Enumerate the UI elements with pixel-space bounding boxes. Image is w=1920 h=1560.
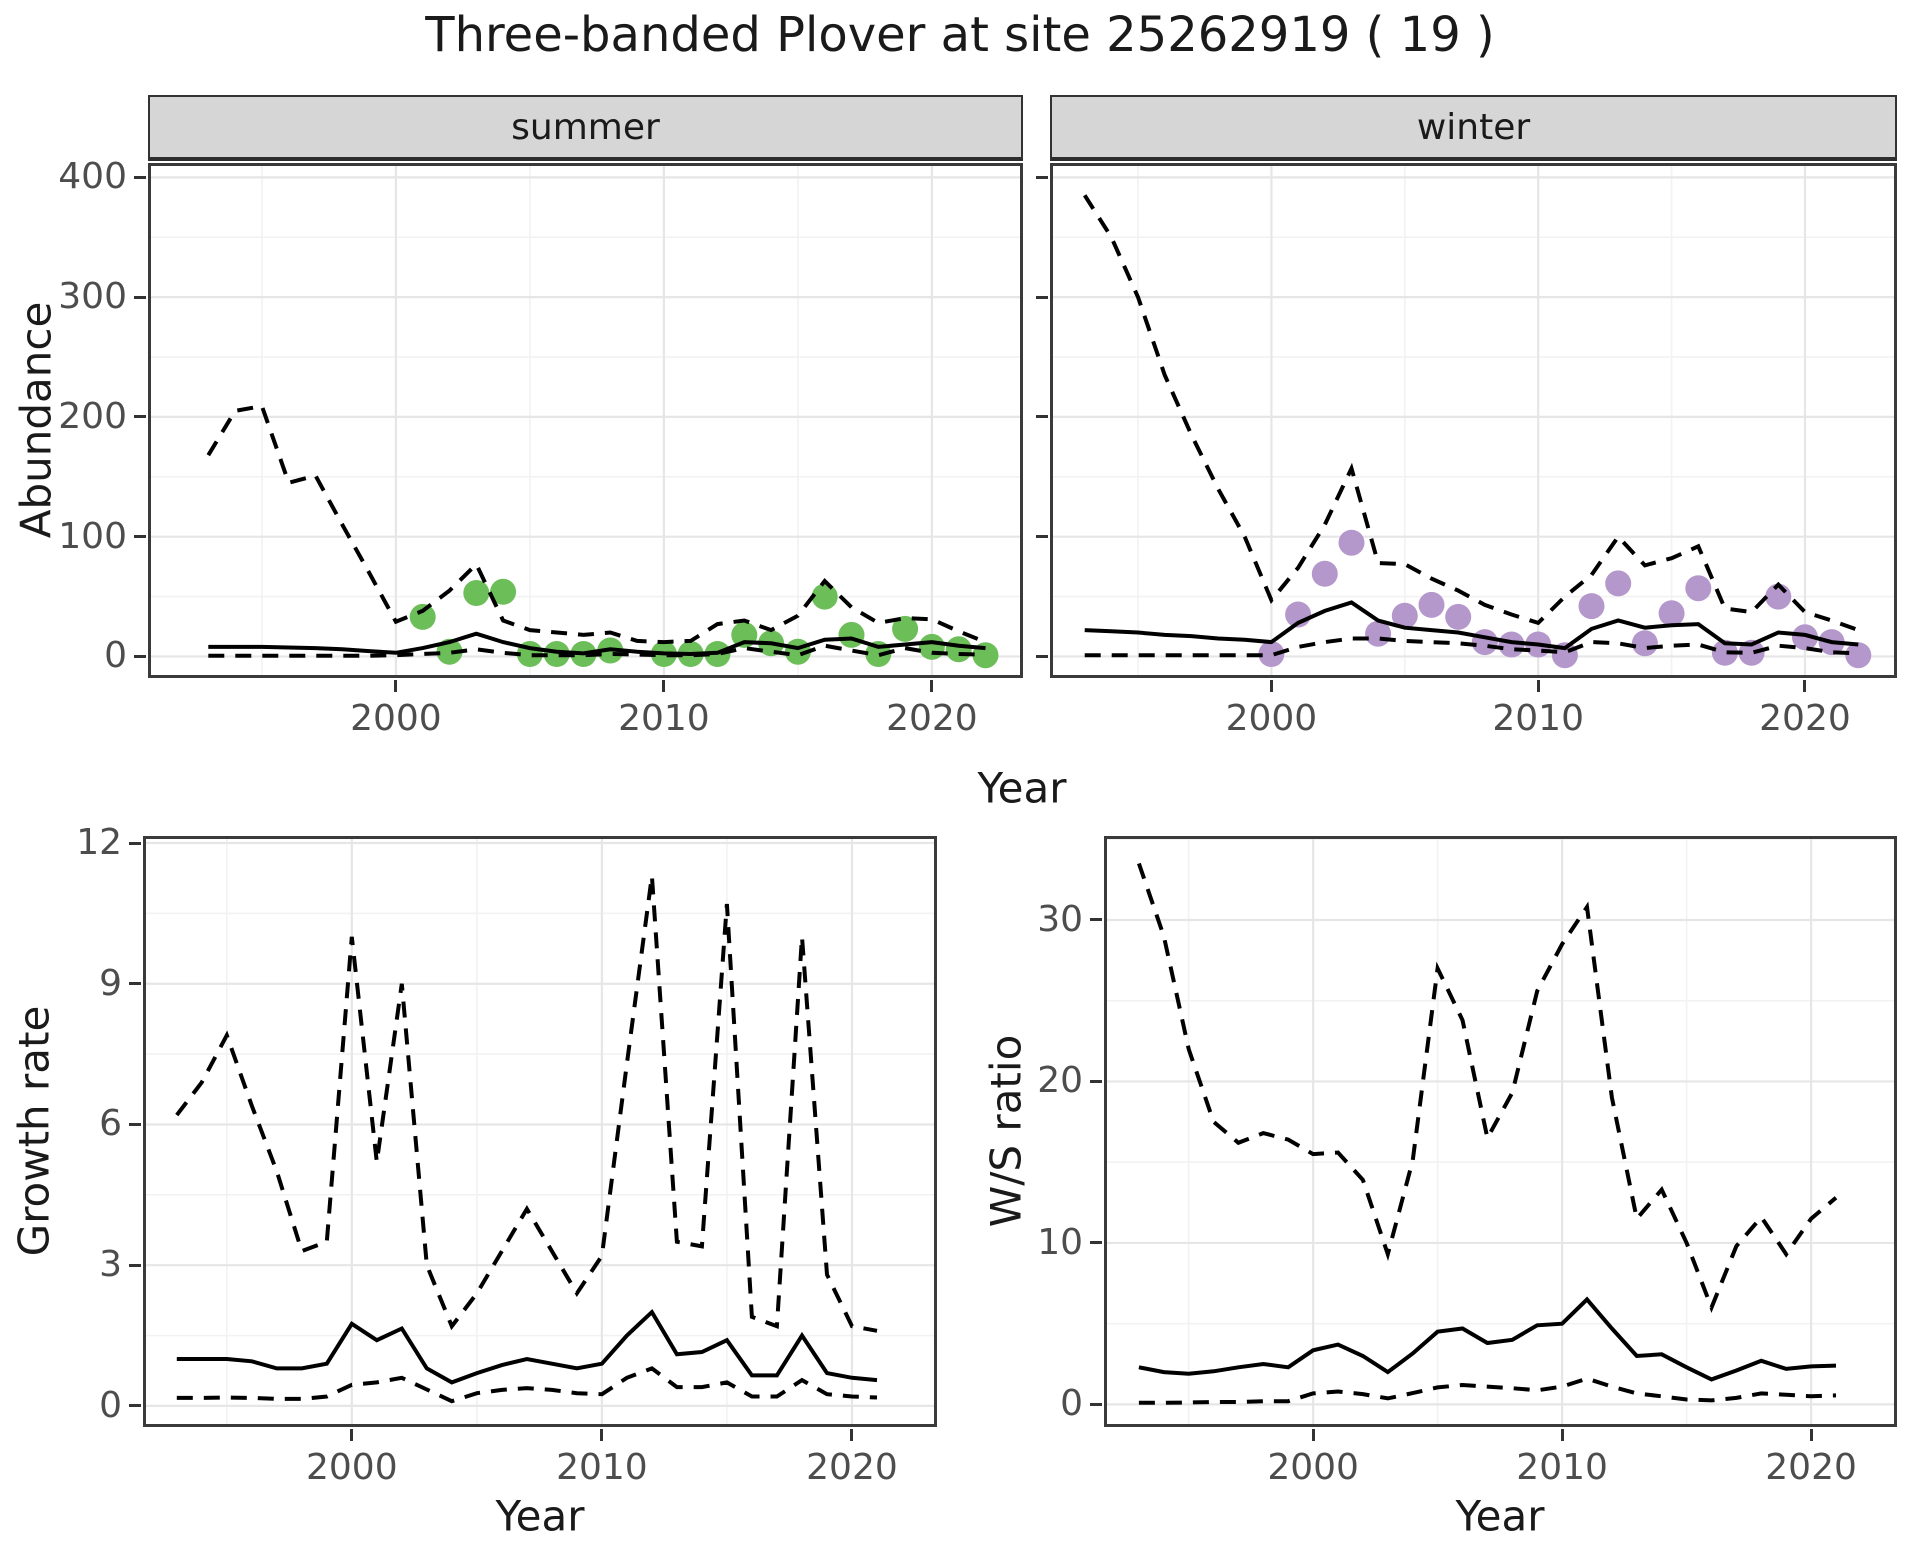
ws-ratio-panel [1104,836,1897,1427]
tick-label: 2020 [886,698,978,739]
x-axis-title-year-top: Year [977,763,1067,813]
tick-label: 400 [58,156,127,198]
tick-label: 20 [1037,1060,1083,1102]
tick-label: 2000 [1225,698,1318,739]
tick-label: 0 [104,635,127,677]
tick-mark [930,680,934,692]
tick-mark [1090,1402,1102,1406]
tick-mark [1036,415,1048,419]
tick-mark [129,841,141,845]
tick-mark [1036,535,1048,539]
tick-mark [1560,1429,1564,1441]
tick-mark [1036,295,1048,299]
tick-mark [1090,918,1102,922]
tick-mark [1311,1429,1315,1441]
tick-mark [1269,680,1273,692]
tick-label: 2010 [556,1447,648,1488]
x-axis-title-year-growth: Year [495,1491,585,1541]
tick-label: 0 [1060,1383,1083,1425]
tick-mark [394,680,398,692]
facet-strip-summer: summer [148,95,1023,161]
tick-mark [134,535,146,539]
tick-mark [662,680,666,692]
tick-label: 6 [99,1103,122,1145]
tick-label: 0 [99,1384,122,1426]
facet-label-summer: summer [511,106,660,148]
tick-mark [129,1263,141,1267]
tick-label: 200 [58,395,127,437]
facet-label-winter: winter [1416,106,1531,148]
plot-title: Three-banded Plover at site 25262919 ( 1… [425,7,1495,63]
tick-label: 12 [76,822,122,864]
tick-label: 2000 [306,1447,398,1488]
tick-mark [1536,680,1540,692]
tick-label: 2010 [618,698,710,739]
tick-label: 100 [58,515,127,557]
tick-label: 9 [99,962,122,1004]
tick-mark [1036,654,1048,658]
tick-mark [1803,680,1807,692]
tick-label: 30 [1037,898,1083,940]
tick-mark [129,1404,141,1408]
abundance-summer-panel [148,163,1023,678]
tick-mark [134,415,146,419]
tick-label: 2020 [806,1447,898,1488]
tick-label: 2000 [1267,1447,1359,1488]
tick-label: 10 [1037,1221,1083,1263]
abundance-winter-panel [1050,163,1897,678]
facet-strip-winter: winter [1050,95,1897,161]
tick-label: 3 [99,1244,122,1286]
tick-mark [134,295,146,299]
tick-label: 2010 [1492,698,1584,739]
growth-rate-panel [143,836,937,1427]
tick-mark [129,982,141,986]
tick-label: 2020 [1765,1447,1857,1488]
tick-mark [134,175,146,179]
tick-label: 2020 [1759,698,1851,739]
tick-mark [350,1429,354,1441]
tick-label: 2010 [1516,1447,1608,1488]
tick-mark [134,654,146,658]
tick-label: 2000 [350,698,442,739]
tick-label: 300 [58,276,127,318]
tick-mark [1090,1079,1102,1083]
tick-mark [600,1429,604,1441]
x-axis-title-year-ws: Year [1455,1491,1545,1541]
tick-mark [1809,1429,1813,1441]
tick-mark [850,1429,854,1441]
tick-mark [1090,1241,1102,1245]
tick-mark [129,1122,141,1126]
tick-mark [1036,175,1048,179]
